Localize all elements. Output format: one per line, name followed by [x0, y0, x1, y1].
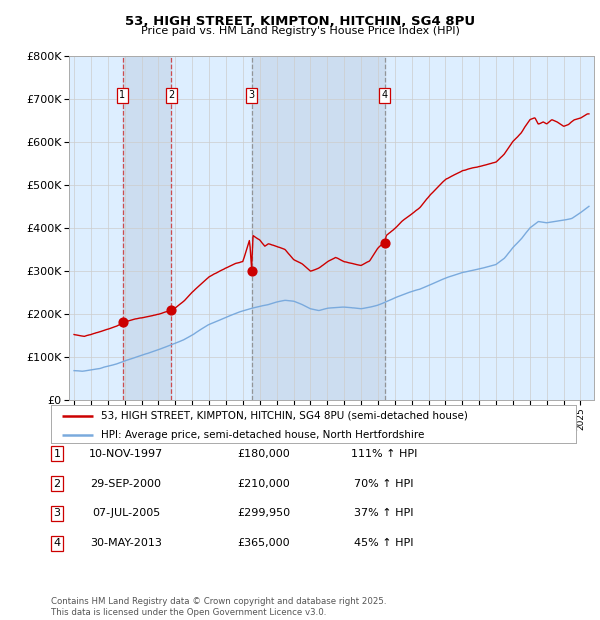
- Text: 3: 3: [53, 508, 61, 518]
- Text: £365,000: £365,000: [238, 538, 290, 548]
- Text: 1: 1: [53, 449, 61, 459]
- Text: 4: 4: [53, 538, 61, 548]
- Text: 70% ↑ HPI: 70% ↑ HPI: [354, 479, 414, 489]
- Bar: [122, 56, 171, 400]
- Text: Price paid vs. HM Land Registry's House Price Index (HPI): Price paid vs. HM Land Registry's House …: [140, 26, 460, 36]
- Point: [380, 238, 389, 248]
- Point: [247, 266, 256, 276]
- Text: 10-NOV-1997: 10-NOV-1997: [89, 449, 163, 459]
- Text: 111% ↑ HPI: 111% ↑ HPI: [351, 449, 417, 459]
- Text: 1: 1: [119, 91, 125, 100]
- Text: £210,000: £210,000: [238, 479, 290, 489]
- Text: £180,000: £180,000: [238, 449, 290, 459]
- Text: 3: 3: [248, 91, 255, 100]
- Text: 4: 4: [382, 91, 388, 100]
- Text: £299,950: £299,950: [238, 508, 290, 518]
- Text: 2: 2: [168, 91, 174, 100]
- Text: Contains HM Land Registry data © Crown copyright and database right 2025.
This d: Contains HM Land Registry data © Crown c…: [51, 598, 386, 617]
- Text: 45% ↑ HPI: 45% ↑ HPI: [354, 538, 414, 548]
- Point: [118, 317, 127, 327]
- Text: 53, HIGH STREET, KIMPTON, HITCHIN, SG4 8PU: 53, HIGH STREET, KIMPTON, HITCHIN, SG4 8…: [125, 16, 475, 28]
- Bar: [251, 56, 385, 400]
- Text: HPI: Average price, semi-detached house, North Hertfordshire: HPI: Average price, semi-detached house,…: [101, 430, 424, 440]
- Text: 53, HIGH STREET, KIMPTON, HITCHIN, SG4 8PU (semi-detached house): 53, HIGH STREET, KIMPTON, HITCHIN, SG4 8…: [101, 410, 468, 420]
- Text: 2: 2: [53, 479, 61, 489]
- Text: 29-SEP-2000: 29-SEP-2000: [91, 479, 161, 489]
- Point: [166, 304, 176, 314]
- Text: 30-MAY-2013: 30-MAY-2013: [90, 538, 162, 548]
- Text: 37% ↑ HPI: 37% ↑ HPI: [354, 508, 414, 518]
- Text: 07-JUL-2005: 07-JUL-2005: [92, 508, 160, 518]
